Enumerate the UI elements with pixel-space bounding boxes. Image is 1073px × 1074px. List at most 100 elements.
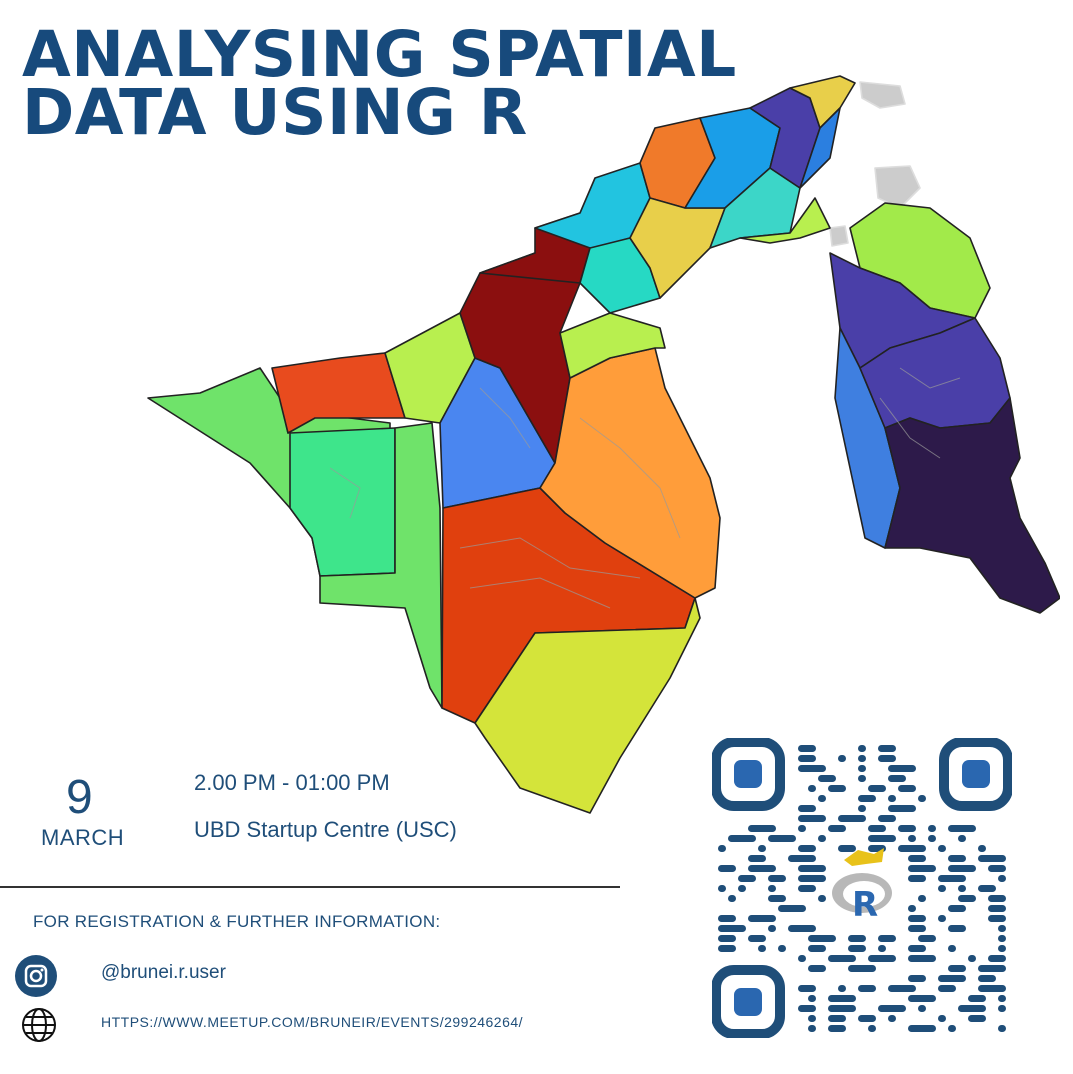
map-region	[319, 422, 443, 709]
qr-module	[798, 805, 816, 812]
qr-module	[888, 1015, 896, 1022]
qr-module	[878, 945, 886, 952]
qr-module	[808, 965, 826, 972]
globe-icon[interactable]	[20, 1006, 58, 1044]
qr-module	[958, 885, 966, 892]
qr-finder-patterns	[712, 738, 1012, 1038]
qr-code[interactable]: R	[712, 738, 1012, 1038]
qr-module	[808, 935, 836, 942]
qr-module	[908, 1025, 936, 1032]
qr-module	[858, 745, 866, 752]
qr-module	[718, 925, 746, 932]
qr-module	[948, 965, 966, 972]
qr-module	[908, 955, 936, 962]
qr-module	[748, 855, 766, 862]
map-region	[884, 397, 1060, 614]
qr-module	[718, 845, 726, 852]
qr-modules	[718, 745, 1006, 1032]
qr-module	[948, 905, 966, 912]
qr-module	[918, 895, 926, 902]
website-url[interactable]: HTTPS://WWW.MEETUP.COM/BRUNEIR/EVENTS/29…	[101, 1014, 524, 1030]
qr-module	[968, 995, 986, 1002]
qr-module	[758, 845, 766, 852]
qr-module	[988, 895, 1006, 902]
qr-module	[888, 805, 916, 812]
qr-module	[768, 875, 786, 882]
qr-module	[858, 795, 876, 802]
qr-module	[988, 955, 1006, 962]
qr-module	[998, 935, 1006, 942]
qr-module	[978, 855, 1006, 862]
qr-module	[828, 1005, 856, 1012]
qr-module	[888, 795, 896, 802]
qr-module	[888, 985, 916, 992]
qr-module	[968, 955, 976, 962]
qr-module	[958, 1005, 986, 1012]
qr-module	[948, 855, 966, 862]
qr-module	[858, 805, 866, 812]
qr-module	[798, 875, 826, 882]
qr-module	[868, 825, 886, 832]
map-region	[474, 597, 701, 814]
qr-module	[788, 855, 816, 862]
map-region	[289, 427, 396, 577]
r-logo-letter: R	[852, 885, 878, 925]
map-island	[859, 81, 906, 109]
qr-module	[828, 785, 846, 792]
qr-module	[858, 985, 876, 992]
title-line-1: ANALYSING SPATIAL	[22, 18, 737, 91]
qr-module	[878, 1005, 906, 1012]
qr-module	[818, 775, 836, 782]
qr-module	[978, 985, 1006, 992]
qr-module	[728, 895, 736, 902]
qr-module	[988, 905, 1006, 912]
event-month: MARCH	[41, 825, 125, 850]
qr-module	[938, 1015, 946, 1022]
qr-module	[908, 865, 936, 872]
qr-module	[798, 815, 826, 822]
qr-module	[988, 915, 1006, 922]
map-region	[799, 107, 841, 189]
qr-module	[798, 845, 816, 852]
qr-module	[958, 835, 966, 842]
qr-module	[878, 815, 896, 822]
qr-module	[718, 935, 736, 942]
qr-module	[798, 865, 826, 872]
qr-module	[798, 955, 806, 962]
qr-module	[868, 835, 896, 842]
instagram-handle[interactable]: @brunei.r.user	[101, 962, 226, 983]
qr-finder-bottom-left	[712, 965, 785, 1038]
qr-module	[908, 875, 926, 882]
qr-module	[748, 915, 776, 922]
qr-module	[988, 865, 1006, 872]
qr-module	[818, 895, 826, 902]
qr-module	[908, 975, 926, 982]
qr-module	[838, 755, 846, 762]
qr-module	[888, 765, 916, 772]
instagram-icon[interactable]	[15, 955, 57, 997]
qr-module	[838, 815, 866, 822]
qr-module	[808, 945, 826, 952]
qr-module	[908, 945, 926, 952]
qr-module	[968, 1015, 986, 1022]
qr-module	[948, 945, 956, 952]
qr-module	[998, 995, 1006, 1002]
qr-module	[948, 865, 976, 872]
qr-module	[768, 895, 786, 902]
map-island	[829, 225, 849, 247]
qr-module	[788, 925, 816, 932]
qr-module	[908, 915, 926, 922]
qr-module	[778, 945, 786, 952]
event-time: 2.00 PM - 01:00 PM	[194, 770, 390, 795]
qr-module	[808, 1025, 816, 1032]
qr-module	[828, 955, 856, 962]
brunei-district-map	[147, 75, 1060, 814]
qr-module	[798, 745, 816, 752]
qr-module	[908, 995, 936, 1002]
qr-module	[798, 825, 806, 832]
qr-module	[898, 785, 916, 792]
qr-module	[798, 985, 816, 992]
qr-module	[878, 745, 896, 752]
qr-module	[878, 935, 896, 942]
qr-module	[808, 785, 816, 792]
